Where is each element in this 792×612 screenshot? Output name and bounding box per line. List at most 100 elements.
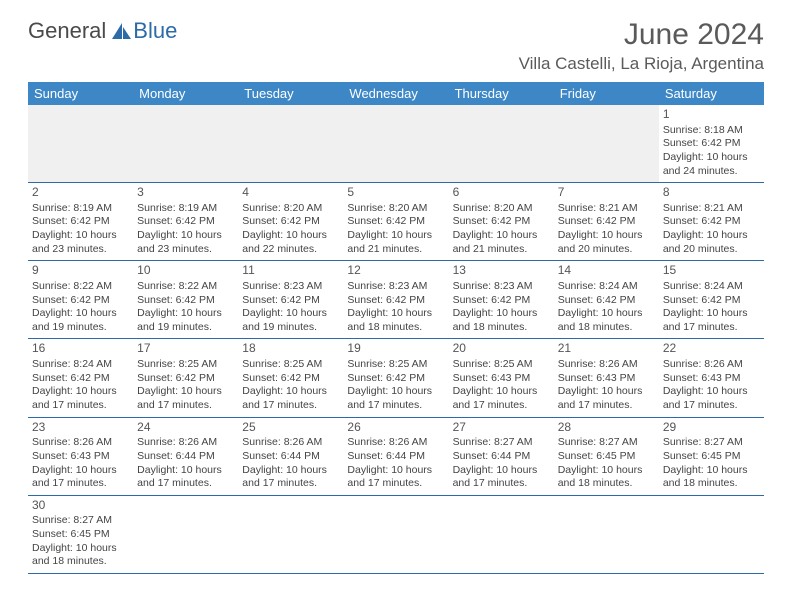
logo: General Blue [28, 18, 177, 44]
daylight-text: Daylight: 10 hours and 17 minutes. [453, 385, 550, 412]
day-number: 11 [242, 263, 339, 279]
daylight-text: Daylight: 10 hours and 18 minutes. [453, 307, 550, 334]
calendar-cell: 20Sunrise: 8:25 AMSunset: 6:43 PMDayligh… [449, 339, 554, 417]
sunrise-text: Sunrise: 8:27 AM [663, 436, 760, 450]
daylight-text: Daylight: 10 hours and 24 minutes. [663, 151, 760, 178]
sunset-text: Sunset: 6:45 PM [558, 450, 655, 464]
sunset-text: Sunset: 6:42 PM [137, 215, 234, 229]
sunrise-text: Sunrise: 8:24 AM [32, 358, 129, 372]
sunrise-text: Sunrise: 8:27 AM [32, 514, 129, 528]
calendar-cell: 26Sunrise: 8:26 AMSunset: 6:44 PMDayligh… [343, 417, 448, 495]
calendar-cell: 4Sunrise: 8:20 AMSunset: 6:42 PMDaylight… [238, 183, 343, 261]
sunrise-text: Sunrise: 8:25 AM [347, 358, 444, 372]
calendar-cell: 21Sunrise: 8:26 AMSunset: 6:43 PMDayligh… [554, 339, 659, 417]
sunrise-text: Sunrise: 8:26 AM [663, 358, 760, 372]
day-number: 18 [242, 341, 339, 357]
sunset-text: Sunset: 6:42 PM [242, 215, 339, 229]
day-number: 17 [137, 341, 234, 357]
calendar-cell [554, 105, 659, 183]
day-number: 7 [558, 185, 655, 201]
sunrise-text: Sunrise: 8:24 AM [663, 280, 760, 294]
daylight-text: Daylight: 10 hours and 22 minutes. [242, 229, 339, 256]
day-number: 10 [137, 263, 234, 279]
day-header: Thursday [449, 82, 554, 105]
sunrise-text: Sunrise: 8:20 AM [242, 202, 339, 216]
sunset-text: Sunset: 6:44 PM [137, 450, 234, 464]
daylight-text: Daylight: 10 hours and 17 minutes. [347, 385, 444, 412]
calendar-cell: 10Sunrise: 8:22 AMSunset: 6:42 PMDayligh… [133, 261, 238, 339]
calendar-cell: 25Sunrise: 8:26 AMSunset: 6:44 PMDayligh… [238, 417, 343, 495]
day-header: Tuesday [238, 82, 343, 105]
day-number: 21 [558, 341, 655, 357]
sunset-text: Sunset: 6:42 PM [347, 372, 444, 386]
sunset-text: Sunset: 6:44 PM [242, 450, 339, 464]
logo-text-b: Blue [133, 18, 177, 44]
day-number: 30 [32, 498, 129, 514]
sunset-text: Sunset: 6:42 PM [347, 294, 444, 308]
location: Villa Castelli, La Rioja, Argentina [519, 54, 764, 74]
calendar-row: 23Sunrise: 8:26 AMSunset: 6:43 PMDayligh… [28, 417, 764, 495]
header: General Blue June 2024 Villa Castelli, L… [28, 18, 764, 74]
sunset-text: Sunset: 6:42 PM [558, 294, 655, 308]
calendar-cell: 15Sunrise: 8:24 AMSunset: 6:42 PMDayligh… [659, 261, 764, 339]
calendar-cell: 23Sunrise: 8:26 AMSunset: 6:43 PMDayligh… [28, 417, 133, 495]
sunset-text: Sunset: 6:42 PM [663, 215, 760, 229]
day-header: Friday [554, 82, 659, 105]
calendar-cell: 17Sunrise: 8:25 AMSunset: 6:42 PMDayligh… [133, 339, 238, 417]
day-number: 6 [453, 185, 550, 201]
sunset-text: Sunset: 6:42 PM [453, 215, 550, 229]
day-header: Saturday [659, 82, 764, 105]
sunrise-text: Sunrise: 8:27 AM [453, 436, 550, 450]
sunset-text: Sunset: 6:42 PM [242, 294, 339, 308]
daylight-text: Daylight: 10 hours and 17 minutes. [663, 385, 760, 412]
calendar-cell: 19Sunrise: 8:25 AMSunset: 6:42 PMDayligh… [343, 339, 448, 417]
day-number: 14 [558, 263, 655, 279]
sunrise-text: Sunrise: 8:19 AM [137, 202, 234, 216]
calendar-cell [28, 105, 133, 183]
sunrise-text: Sunrise: 8:26 AM [347, 436, 444, 450]
calendar-cell: 22Sunrise: 8:26 AMSunset: 6:43 PMDayligh… [659, 339, 764, 417]
calendar-cell: 8Sunrise: 8:21 AMSunset: 6:42 PMDaylight… [659, 183, 764, 261]
day-number: 5 [347, 185, 444, 201]
calendar-cell: 1Sunrise: 8:18 AMSunset: 6:42 PMDaylight… [659, 105, 764, 183]
calendar-cell: 14Sunrise: 8:24 AMSunset: 6:42 PMDayligh… [554, 261, 659, 339]
sunset-text: Sunset: 6:43 PM [663, 372, 760, 386]
daylight-text: Daylight: 10 hours and 18 minutes. [558, 464, 655, 491]
sunrise-text: Sunrise: 8:21 AM [663, 202, 760, 216]
sunrise-text: Sunrise: 8:24 AM [558, 280, 655, 294]
sunrise-text: Sunrise: 8:21 AM [558, 202, 655, 216]
day-number: 3 [137, 185, 234, 201]
daylight-text: Daylight: 10 hours and 17 minutes. [558, 385, 655, 412]
day-number: 13 [453, 263, 550, 279]
sunrise-text: Sunrise: 8:26 AM [137, 436, 234, 450]
daylight-text: Daylight: 10 hours and 18 minutes. [663, 464, 760, 491]
sunrise-text: Sunrise: 8:23 AM [242, 280, 339, 294]
calendar-cell: 13Sunrise: 8:23 AMSunset: 6:42 PMDayligh… [449, 261, 554, 339]
calendar-row: 16Sunrise: 8:24 AMSunset: 6:42 PMDayligh… [28, 339, 764, 417]
sunrise-text: Sunrise: 8:20 AM [453, 202, 550, 216]
sunset-text: Sunset: 6:43 PM [32, 450, 129, 464]
sunset-text: Sunset: 6:42 PM [32, 215, 129, 229]
daylight-text: Daylight: 10 hours and 20 minutes. [663, 229, 760, 256]
day-number: 8 [663, 185, 760, 201]
logo-text-a: General [28, 18, 106, 44]
sunrise-text: Sunrise: 8:25 AM [453, 358, 550, 372]
sunset-text: Sunset: 6:42 PM [137, 294, 234, 308]
calendar-cell [133, 495, 238, 573]
sunrise-text: Sunrise: 8:20 AM [347, 202, 444, 216]
sunrise-text: Sunrise: 8:25 AM [137, 358, 234, 372]
sunset-text: Sunset: 6:44 PM [453, 450, 550, 464]
calendar-cell [554, 495, 659, 573]
calendar-cell: 11Sunrise: 8:23 AMSunset: 6:42 PMDayligh… [238, 261, 343, 339]
calendar-row: 30Sunrise: 8:27 AMSunset: 6:45 PMDayligh… [28, 495, 764, 573]
sunset-text: Sunset: 6:42 PM [32, 372, 129, 386]
sunrise-text: Sunrise: 8:26 AM [242, 436, 339, 450]
day-header: Sunday [28, 82, 133, 105]
calendar-cell: 24Sunrise: 8:26 AMSunset: 6:44 PMDayligh… [133, 417, 238, 495]
daylight-text: Daylight: 10 hours and 19 minutes. [242, 307, 339, 334]
daylight-text: Daylight: 10 hours and 17 minutes. [137, 464, 234, 491]
daylight-text: Daylight: 10 hours and 17 minutes. [453, 464, 550, 491]
daylight-text: Daylight: 10 hours and 23 minutes. [137, 229, 234, 256]
month-title: June 2024 [519, 18, 764, 52]
sunset-text: Sunset: 6:42 PM [453, 294, 550, 308]
